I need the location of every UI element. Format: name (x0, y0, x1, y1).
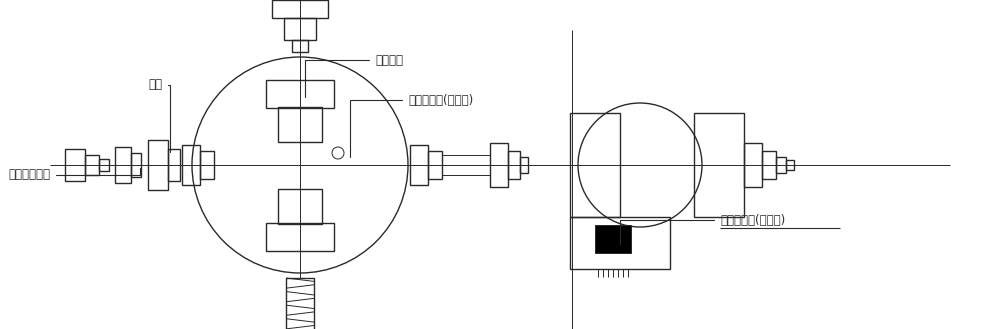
Bar (148, 140, 168, 190)
Bar (286, 278, 314, 329)
Text: 垂直刻度盘(经度盘): 垂直刻度盘(经度盘) (350, 93, 473, 157)
Bar (284, 18, 316, 40)
Bar (278, 107, 322, 142)
Bar (278, 189, 322, 224)
Bar (786, 160, 794, 170)
Text: 垫块: 垫块 (148, 79, 170, 152)
Bar (490, 143, 508, 187)
Bar (442, 155, 490, 175)
Bar (508, 151, 520, 179)
Bar (776, 157, 786, 173)
Text: 紧固销栓: 紧固销栓 (305, 54, 403, 97)
Text: 基准紧固螺栓: 基准紧固螺栓 (8, 168, 140, 182)
Bar (182, 145, 200, 185)
Bar (595, 225, 631, 253)
Bar (266, 223, 334, 251)
Bar (520, 157, 528, 173)
Bar (694, 113, 744, 217)
Bar (168, 149, 180, 181)
Bar (266, 80, 334, 108)
Bar (762, 151, 776, 179)
Bar (428, 151, 442, 179)
Bar (131, 153, 141, 177)
Bar (115, 147, 131, 183)
Bar (410, 145, 428, 185)
Bar (292, 40, 308, 52)
Text: 水平刻度盘(经度盘): 水平刻度盘(经度盘) (620, 214, 785, 244)
Bar (570, 217, 670, 269)
Bar (85, 155, 99, 175)
Bar (65, 149, 85, 181)
Bar (272, 0, 328, 18)
Bar (570, 113, 620, 217)
Bar (200, 151, 214, 179)
Bar (99, 159, 109, 171)
Bar (744, 143, 762, 187)
